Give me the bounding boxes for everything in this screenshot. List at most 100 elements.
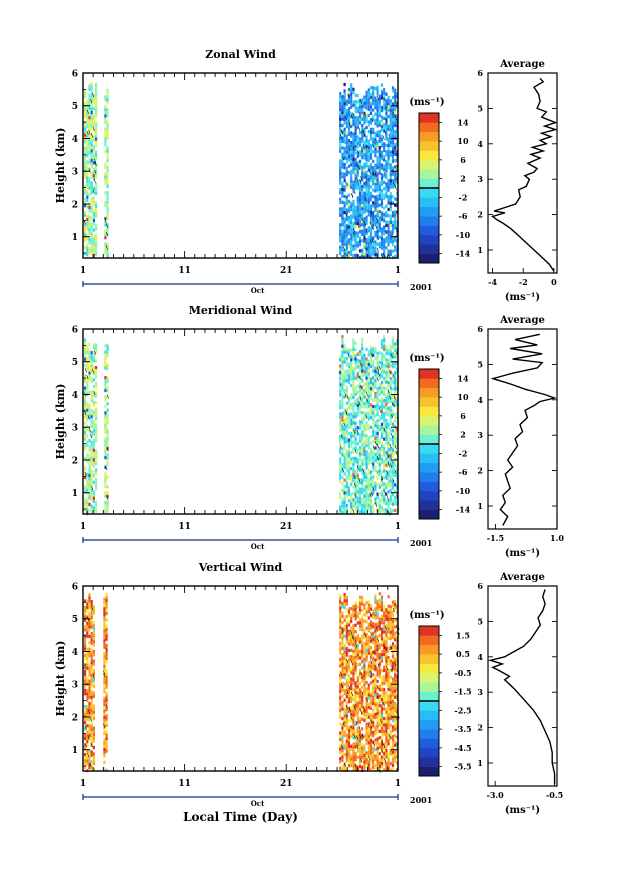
heatmap-cell (341, 688, 344, 692)
heatmap-cell (367, 446, 370, 450)
heatmap-cell (394, 428, 397, 433)
heatmap-cell (92, 419, 95, 424)
heatmap-cell (341, 159, 344, 163)
heatmap-cell (345, 356, 348, 360)
heatmap-cell (88, 509, 91, 513)
heatmap-cell (374, 420, 377, 424)
heatmap-cell (86, 424, 89, 428)
heatmap-cell (90, 507, 93, 512)
heatmap-cell (389, 646, 392, 650)
heatmap-cell (363, 363, 366, 367)
heatmap-cell (363, 715, 366, 719)
heatmap-cell (347, 696, 351, 701)
heatmap-cell (383, 123, 386, 127)
heatmap-cell (352, 463, 355, 467)
heatmap-cell (339, 479, 342, 483)
heatmap-cell (339, 165, 342, 169)
heatmap-cell (345, 153, 348, 158)
heatmap-cell (347, 396, 351, 400)
heatmap-cell (369, 252, 373, 256)
heatmap-cell (95, 191, 98, 196)
heatmap-cell (376, 606, 379, 610)
contour-mark (371, 117, 374, 123)
heatmap-cell (358, 230, 362, 234)
heatmap-cell (354, 646, 357, 650)
heatmap-cell (363, 677, 366, 681)
heatmap-cell (385, 681, 388, 686)
heatmap-cell (350, 364, 353, 368)
heatmap-cell (92, 254, 95, 258)
heatmap-cell (387, 422, 390, 426)
heatmap-cell (90, 98, 93, 102)
heatmap-cell (92, 423, 95, 427)
heatmap-cell (341, 704, 344, 708)
heatmap-cell (354, 173, 357, 177)
heatmap-cell (387, 604, 390, 608)
heatmap-cell (389, 508, 392, 512)
chart-panel-2 (82, 328, 442, 543)
heatmap-cell (363, 709, 366, 713)
heatmap-cell (369, 345, 373, 349)
heatmap-cell (354, 231, 357, 235)
contour-mark (91, 368, 94, 373)
heatmap-cell (88, 686, 91, 690)
heatmap-cell (380, 137, 384, 142)
heatmap-cell (350, 124, 353, 129)
contour-mark (358, 126, 361, 131)
heatmap-cell (387, 153, 390, 157)
heatmap-cell (378, 146, 381, 150)
heatmap-cell (95, 83, 98, 87)
heatmap-cell (345, 157, 348, 161)
heatmap-cell (86, 134, 89, 138)
heatmap-cell (378, 222, 381, 226)
heatmap-cell (84, 223, 87, 227)
heatmap-cell (372, 92, 375, 96)
heatmap-cell (95, 99, 98, 103)
heatmap-cell (341, 232, 344, 236)
heatmap-cell (372, 679, 375, 683)
heatmap-cell (86, 660, 89, 664)
heatmap-cell (350, 236, 353, 241)
heatmap-cell (376, 438, 379, 442)
heatmap-cell (369, 384, 373, 388)
heatmap-cell (376, 361, 379, 365)
heatmap-cell (95, 166, 98, 170)
heatmap-cell (380, 182, 384, 186)
heatmap-cell (352, 228, 355, 232)
heatmap-cell (343, 456, 346, 460)
heatmap-cell (369, 217, 373, 221)
heatmap-cell (95, 137, 98, 141)
heatmap-cell (347, 738, 351, 742)
heatmap-cell (345, 408, 348, 412)
heatmap-cell (391, 738, 395, 742)
contour-mark (339, 381, 342, 386)
heatmap-cell (84, 95, 87, 99)
heatmap-cell (86, 99, 89, 103)
heatmap-cell (347, 719, 351, 723)
heatmap-cell (365, 713, 368, 717)
heatmap-cell (356, 154, 359, 158)
heatmap-cell (383, 453, 386, 457)
heatmap-cell (356, 685, 359, 689)
heatmap-cell (354, 485, 357, 489)
heatmap-cell (341, 733, 344, 737)
heatmap-cell (376, 355, 379, 359)
heatmap-cell (394, 756, 397, 760)
heatmap-cell (358, 627, 362, 631)
heatmap-cell (385, 637, 388, 641)
heatmap-cell (376, 181, 379, 186)
heatmap-cell (352, 167, 355, 171)
heatmap-cell (92, 630, 95, 634)
heatmap-cell (92, 247, 95, 251)
heatmap-cell (84, 692, 87, 696)
heatmap-cell (376, 721, 379, 725)
heatmap-cell (90, 379, 93, 384)
heatmap-cell (372, 188, 375, 192)
heatmap-cell (84, 200, 87, 205)
heatmap-cell (347, 693, 351, 697)
heatmap-cell (341, 379, 344, 384)
heatmap-cell (394, 483, 397, 487)
heatmap-cell (95, 143, 98, 148)
heatmap-cell (84, 637, 87, 641)
heatmap-cell (363, 664, 366, 668)
